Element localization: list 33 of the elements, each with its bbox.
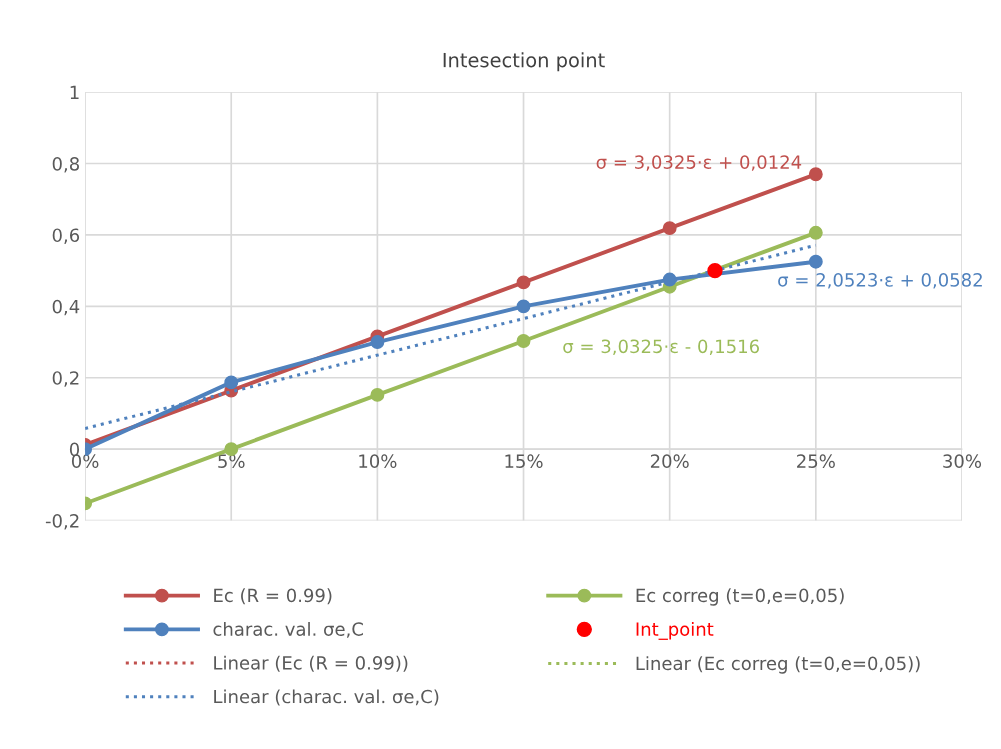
chart-title: Intesection point	[443, 52, 605, 72]
point	[370, 387, 385, 402]
y-tick-label: 1	[70, 85, 79, 99]
point	[516, 299, 531, 314]
x-tick-label: 20%	[650, 454, 689, 468]
x-tick-label: 15%	[505, 454, 543, 468]
text: Int_point	[636, 621, 714, 640]
annotation: σ = 3,0325·ε - 0,1516	[563, 339, 760, 355]
legend-label: charac. val. σe,C	[213, 621, 363, 638]
x-tick-label: 10%	[359, 454, 397, 468]
y-tick-label: 0,6	[52, 228, 80, 244]
point	[808, 225, 823, 240]
point	[516, 275, 531, 290]
legend-label: Linear (charac. val. σe,C)	[214, 689, 439, 706]
y-tick-label: 0,4	[52, 299, 80, 316]
annotation: σ = 3,0325·ε + 0,0124	[596, 155, 802, 171]
legend-label: Linear (Ec (R = 0.99))	[214, 655, 408, 672]
legend-label: Ec correg (t=0,e=0,05)	[636, 588, 844, 606]
point	[516, 334, 531, 348]
point	[224, 375, 239, 390]
point	[662, 221, 677, 236]
legend-label: Ec (R = 0.99)	[214, 588, 332, 605]
x-tick-label: 25%	[797, 454, 835, 468]
point	[707, 262, 723, 279]
annotation: σ = 2,0523·ε + 0,0582	[778, 273, 982, 289]
x-tick-label: 30%	[943, 454, 982, 468]
y-tick-label: 0,8	[52, 156, 79, 173]
legend-label: Linear (Ec correg (t=0,e=0,05))	[636, 656, 920, 674]
y-tick-label: 0,2	[52, 371, 79, 387]
y-tick-label: -0,2	[45, 514, 79, 530]
point	[808, 167, 823, 182]
point	[808, 254, 823, 269]
point	[370, 335, 385, 349]
